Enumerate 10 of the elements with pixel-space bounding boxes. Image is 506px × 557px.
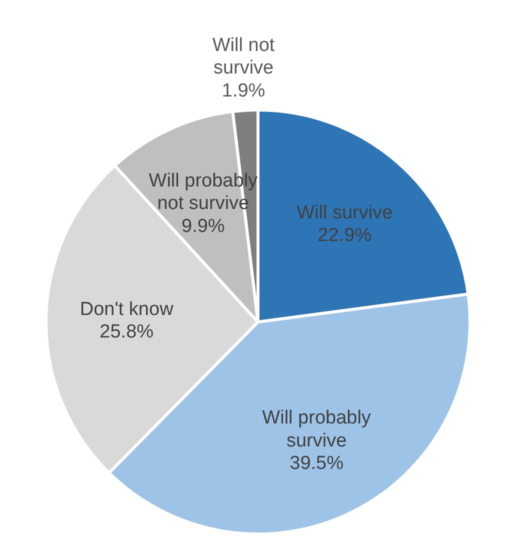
data-label: 9.9% <box>182 216 225 237</box>
data-label: 25.8% <box>100 322 154 343</box>
data-label: 1.9% <box>222 80 266 102</box>
data-label: 22.9% <box>318 225 372 246</box>
slice-label: Will probably survive <box>262 408 372 452</box>
slice-label: Will not survive <box>212 34 276 79</box>
slice-label: Will survive <box>296 202 393 224</box>
slice-label: Don't know <box>80 298 174 320</box>
data-label: 39.5% <box>290 453 344 474</box>
slice-label: Will probably not survive <box>148 170 258 214</box>
